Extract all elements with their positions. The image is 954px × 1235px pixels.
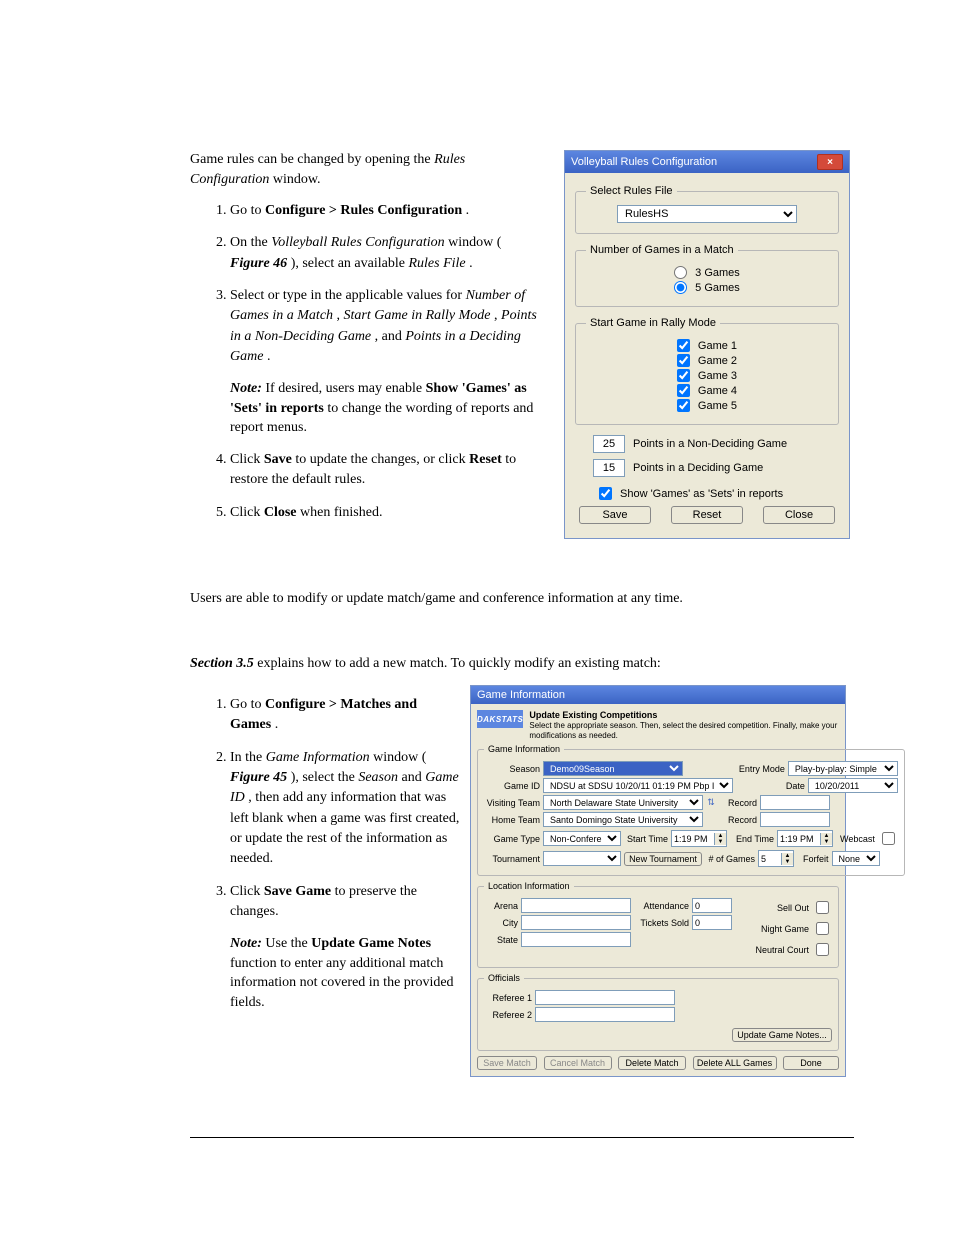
- step-5: Click Close when finished.: [230, 503, 544, 523]
- radio-5-games[interactable]: [674, 281, 687, 294]
- save-button[interactable]: Save: [579, 506, 651, 524]
- points-deciding-input[interactable]: [593, 459, 625, 477]
- entry-mode-select[interactable]: Play-by-play: Simple mode: [788, 761, 898, 776]
- arena-input[interactable]: [521, 898, 631, 913]
- update-notes-button[interactable]: Update Game Notes...: [732, 1028, 832, 1042]
- chk-game-2[interactable]: [677, 354, 690, 367]
- step-2: On the Volleyball Rules Configuration wi…: [230, 233, 544, 274]
- gi-head-sub: Select the appropriate season. Then, sel…: [529, 721, 839, 740]
- legend-select-rules: Select Rules File: [586, 185, 677, 197]
- gi-header: DAKSTATS Update Existing Competitions Se…: [477, 710, 839, 740]
- legend-num-games: Number of Games in a Match: [586, 244, 738, 256]
- step-b3: Click Save Game to preserve the changes.…: [230, 882, 460, 1013]
- rules-config-dialog: Volleyball Rules Configuration × Select …: [564, 150, 850, 539]
- section-b-intro: Section 3.5 explains how to add a new ma…: [190, 654, 854, 674]
- group-num-games: Number of Games in a Match 3 Games 5 Gam…: [575, 244, 839, 307]
- points-nondeciding-label: Points in a Non-Deciding Game: [633, 438, 787, 450]
- start-time-spinner[interactable]: ▲▼: [671, 830, 727, 847]
- game-type-select[interactable]: Non-Conference: [543, 831, 621, 846]
- group-officials: Officials Referee 1 Referee 2 Update Gam…: [477, 973, 839, 1051]
- steps-list-b: Go to Configure > Matches and Games . In…: [190, 695, 460, 1012]
- step-b1: Go to Configure > Matches and Games .: [230, 695, 460, 736]
- reset-button[interactable]: Reset: [671, 506, 743, 524]
- sellout-checkbox[interactable]: [816, 901, 829, 914]
- date-select[interactable]: 10/20/2011: [808, 778, 898, 793]
- chk-game-5[interactable]: [677, 399, 690, 412]
- save-match-button[interactable]: Save Match: [477, 1056, 537, 1070]
- end-time-spinner[interactable]: ▲▼: [777, 830, 833, 847]
- done-button[interactable]: Done: [783, 1056, 839, 1070]
- season-select[interactable]: Demo09Season: [543, 761, 683, 776]
- dialog-titlebar: Volleyball Rules Configuration ×: [565, 151, 849, 173]
- group-location: Location Information ArenaAttendance Cit…: [477, 881, 839, 968]
- game-info-dialog: Game Information DAKSTATS Update Existin…: [470, 685, 846, 1077]
- chk-game-3[interactable]: [677, 369, 690, 382]
- home-team-select[interactable]: Santo Domingo State University: [543, 812, 703, 827]
- game-id-select[interactable]: NDSU at SDSU 10/20/11 01:19 PM Pbp Incom…: [543, 778, 733, 793]
- steps-list-a: Go to Configure > Rules Configuration . …: [190, 201, 544, 523]
- gi-head-title: Update Existing Competitions: [529, 710, 839, 721]
- group-select-rules: Select Rules File RulesHS: [575, 185, 839, 234]
- step-4: Click Save to update the changes, or cli…: [230, 450, 544, 491]
- group-game-info: Game Information Season Demo09Season Ent…: [477, 744, 905, 876]
- intro-prefix: Game rules can be changed by opening the: [190, 152, 434, 167]
- nightgame-checkbox[interactable]: [816, 922, 829, 935]
- delete-match-button[interactable]: Delete Match: [618, 1056, 686, 1070]
- intro-paragraph: Game rules can be changed by opening the…: [190, 150, 544, 189]
- gi-titlebar: Game Information: [471, 686, 845, 704]
- mid-paragraph: Users are able to modify or update match…: [190, 589, 854, 609]
- delete-all-button[interactable]: Delete ALL Games: [693, 1056, 777, 1070]
- dakstats-logo: DAKSTATS: [477, 710, 523, 728]
- new-tournament-button[interactable]: New Tournament: [624, 852, 702, 866]
- group-rally: Start Game in Rally Mode Game 1 Game 2 G…: [575, 317, 839, 425]
- swap-icon[interactable]: ⇅: [706, 797, 716, 808]
- chk-game-1[interactable]: [677, 339, 690, 352]
- close-icon[interactable]: ×: [817, 154, 843, 170]
- chk-game-4[interactable]: [677, 384, 690, 397]
- points-nondeciding-input[interactable]: [593, 435, 625, 453]
- rules-file-select[interactable]: RulesHS: [617, 205, 797, 223]
- state-input[interactable]: [521, 932, 631, 947]
- forfeit-select[interactable]: None: [832, 851, 880, 866]
- referee2-input[interactable]: [535, 1007, 675, 1022]
- num-games-spinner[interactable]: ▲▼: [758, 850, 794, 867]
- close-button[interactable]: Close: [763, 506, 835, 524]
- intro-suffix: window.: [273, 172, 321, 187]
- footer-rule: [190, 1137, 854, 1138]
- attendance-input[interactable]: [692, 898, 732, 913]
- visiting-team-select[interactable]: North Delaware State University: [543, 795, 703, 810]
- step-3-note: Note: If desired, users may enable Show …: [230, 379, 544, 438]
- step-3: Select or type in the applicable values …: [230, 286, 544, 438]
- chk-show-sets[interactable]: [599, 487, 612, 500]
- webcast-checkbox[interactable]: [882, 832, 895, 845]
- radio-3-games[interactable]: [674, 266, 687, 279]
- cancel-match-button[interactable]: Cancel Match: [544, 1056, 612, 1070]
- show-sets-label: Show 'Games' as 'Sets' in reports: [620, 488, 783, 500]
- gi-title: Game Information: [477, 689, 839, 701]
- visiting-record-input[interactable]: [760, 795, 830, 810]
- dialog-title: Volleyball Rules Configuration: [571, 156, 817, 168]
- step-b2: In the Game Information window ( Figure …: [230, 748, 460, 870]
- referee1-input[interactable]: [535, 990, 675, 1005]
- tickets-input[interactable]: [692, 915, 732, 930]
- tournament-select[interactable]: [543, 851, 621, 866]
- step-1: Go to Configure > Rules Configuration .: [230, 201, 544, 221]
- step-b3-note: Note: Use the Update Game Notes function…: [230, 934, 460, 1012]
- neutral-checkbox[interactable]: [816, 943, 829, 956]
- city-input[interactable]: [521, 915, 631, 930]
- points-deciding-label: Points in a Deciding Game: [633, 462, 763, 474]
- legend-rally: Start Game in Rally Mode: [586, 317, 720, 329]
- home-record-input[interactable]: [760, 812, 830, 827]
